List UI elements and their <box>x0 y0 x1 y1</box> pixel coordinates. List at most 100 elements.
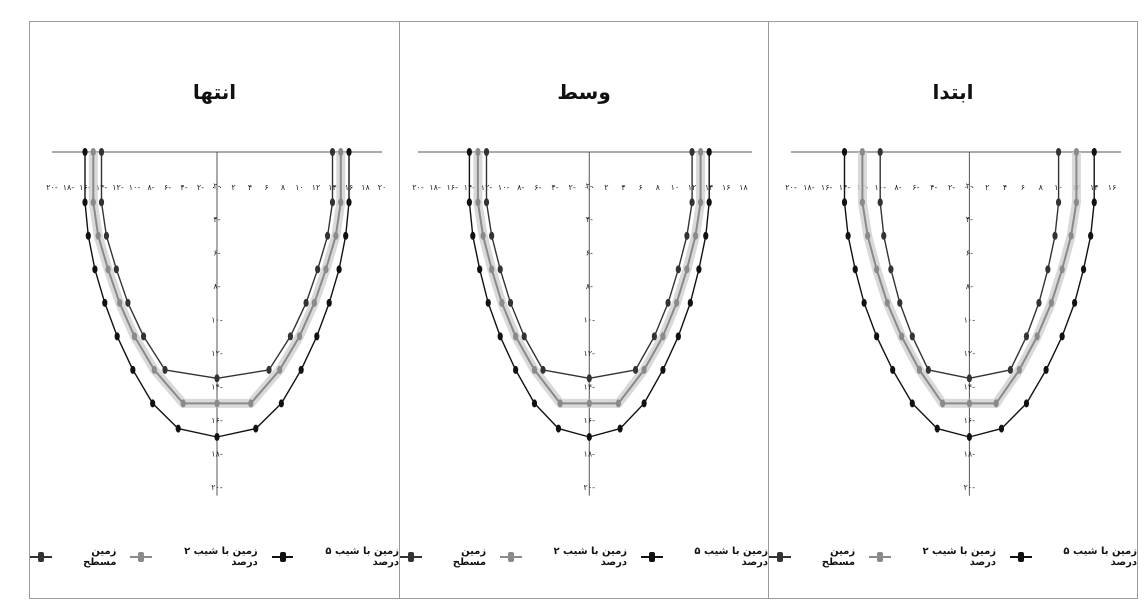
data-point <box>475 148 481 156</box>
x-tick-label: ۲ <box>604 183 608 192</box>
chart-legend-middle: زمین با شیب ۵ درصد زمین با شیب ۲ درصد زم… <box>399 546 768 568</box>
data-point <box>841 148 848 156</box>
data-point <box>706 148 712 156</box>
data-point <box>641 399 647 408</box>
y-tick-label: ۱۸- <box>964 450 976 459</box>
data-point <box>131 332 138 341</box>
x-tick-label: ۴ <box>1003 183 1007 192</box>
data-point <box>1073 148 1080 156</box>
data-point <box>1016 365 1022 374</box>
x-tick-label: ۶ <box>1021 183 1025 192</box>
data-point <box>934 424 940 433</box>
data-point <box>140 332 147 341</box>
x-tick-label: ۸- <box>894 183 901 192</box>
data-point <box>897 298 903 307</box>
x-tick-label: ۰.۰ <box>964 183 975 192</box>
chart-title-start: ابتدا <box>932 80 974 104</box>
x-tick-label: ۸ <box>1039 183 1044 192</box>
data-point <box>1036 298 1042 307</box>
data-point <box>555 424 562 433</box>
y-tick-label: ۲- <box>586 182 593 191</box>
data-point <box>98 198 105 207</box>
x-tick-label: ۸- <box>517 183 524 192</box>
data-point <box>343 231 349 240</box>
x-tick-label: ۴- <box>551 183 558 192</box>
x-tick-label: ۴ <box>248 183 252 192</box>
data-point <box>888 265 894 274</box>
data-point <box>874 265 880 274</box>
data-point <box>162 365 168 374</box>
data-point <box>248 399 254 408</box>
x-tick-label: ۴- <box>930 183 937 192</box>
y-tick-label: ۴- <box>586 215 593 224</box>
data-point <box>877 148 883 156</box>
x-tick-label: ۲- <box>948 183 955 192</box>
data-point <box>925 365 931 374</box>
data-point <box>82 148 88 156</box>
data-point <box>278 399 284 408</box>
data-point <box>298 365 304 374</box>
data-point <box>499 298 505 307</box>
data-point <box>898 332 905 341</box>
y-tick-label: ۱۸- <box>584 450 596 459</box>
data-point <box>466 148 472 156</box>
data-point <box>651 332 657 341</box>
x-tick-label: ۰.۰ <box>584 183 595 192</box>
legend-item-slope5: زمین با شیب ۵ درصد <box>1010 546 1137 568</box>
y-tick-label: ۱۴- <box>211 383 223 392</box>
x-tick-label: ۱۸- <box>429 183 441 192</box>
legend-label: زمین با شیب ۲ درصد <box>922 546 997 568</box>
x-tick-label: ۱۶ <box>1108 183 1117 192</box>
x-tick-label: ۱۸- <box>803 183 815 192</box>
y-tick-label: ۲۰- <box>964 483 976 492</box>
data-point <box>674 298 680 307</box>
data-point <box>114 332 120 341</box>
data-point <box>1055 198 1062 207</box>
data-point <box>95 231 101 240</box>
data-point <box>1023 332 1030 341</box>
x-tick-label: ۰.۰ <box>211 183 222 192</box>
data-point <box>660 365 666 374</box>
data-point <box>698 148 704 156</box>
legend-label: زمین با شیب ۵ درصد <box>325 546 399 568</box>
legend-marker-icon <box>500 552 522 562</box>
data-point <box>1055 148 1062 156</box>
data-point <box>540 365 546 374</box>
x-tick-label: ۱۰- <box>498 183 510 192</box>
x-tick-label: ۸- <box>147 183 154 192</box>
data-point <box>1091 148 1097 156</box>
y-tick-label: ۱۶- <box>964 416 976 425</box>
data-point <box>909 399 915 408</box>
x-tick-label: ۲- <box>569 183 576 192</box>
data-point <box>698 198 704 207</box>
legend-marker-icon <box>271 552 294 562</box>
x-tick-label: ۱۶- <box>447 183 459 192</box>
data-point <box>890 365 896 374</box>
y-tick-label: ۱۶- <box>211 416 223 425</box>
x-tick-label: ۴ <box>621 183 625 192</box>
data-point <box>703 231 709 240</box>
legend-label: زمین مسطح <box>452 546 487 568</box>
y-tick-label: ۱۰- <box>211 316 223 325</box>
legend-label: زمین با شیب ۵ درصد <box>694 546 768 568</box>
data-point <box>214 432 220 441</box>
x-tick-label: ۴- <box>180 183 187 192</box>
y-tick-label: ۱۲- <box>964 349 976 358</box>
data-point <box>1045 265 1051 274</box>
y-tick-label: ۶- <box>586 249 593 258</box>
data-point <box>1080 265 1087 274</box>
data-point <box>483 198 490 207</box>
data-point <box>277 365 283 374</box>
data-point <box>470 231 476 240</box>
data-point <box>314 332 320 341</box>
data-point <box>586 399 592 408</box>
data-point <box>1091 198 1097 207</box>
data-point <box>338 198 344 207</box>
data-point <box>841 198 848 207</box>
data-point <box>1072 298 1078 307</box>
chart-panel-middle: ۲۰- ۱۸- ۱۶- ۱۴- ۱۲- ۱۰- ۸- ۶- ۴- ۲- ۰.۰ ۲ ۴ ۶ ۸ ۱۰ ۱۲ ۱۴ ۱… <box>399 22 769 598</box>
data-point <box>477 265 483 274</box>
data-point <box>90 148 96 156</box>
data-point <box>689 148 695 156</box>
chart-frame: ۲۰- ۱۸- ۱۶- ۱۴- ۱۲- ۱۰- ۸- ۶- ۴- ۲- ۰.۰ ۲ ۴ ۶ ۸ ۱۰ ۱۲ ۱۴ ۱… <box>29 21 1138 599</box>
